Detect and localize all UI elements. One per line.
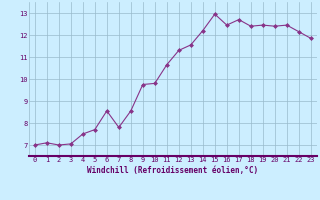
X-axis label: Windchill (Refroidissement éolien,°C): Windchill (Refroidissement éolien,°C) [87,166,258,175]
